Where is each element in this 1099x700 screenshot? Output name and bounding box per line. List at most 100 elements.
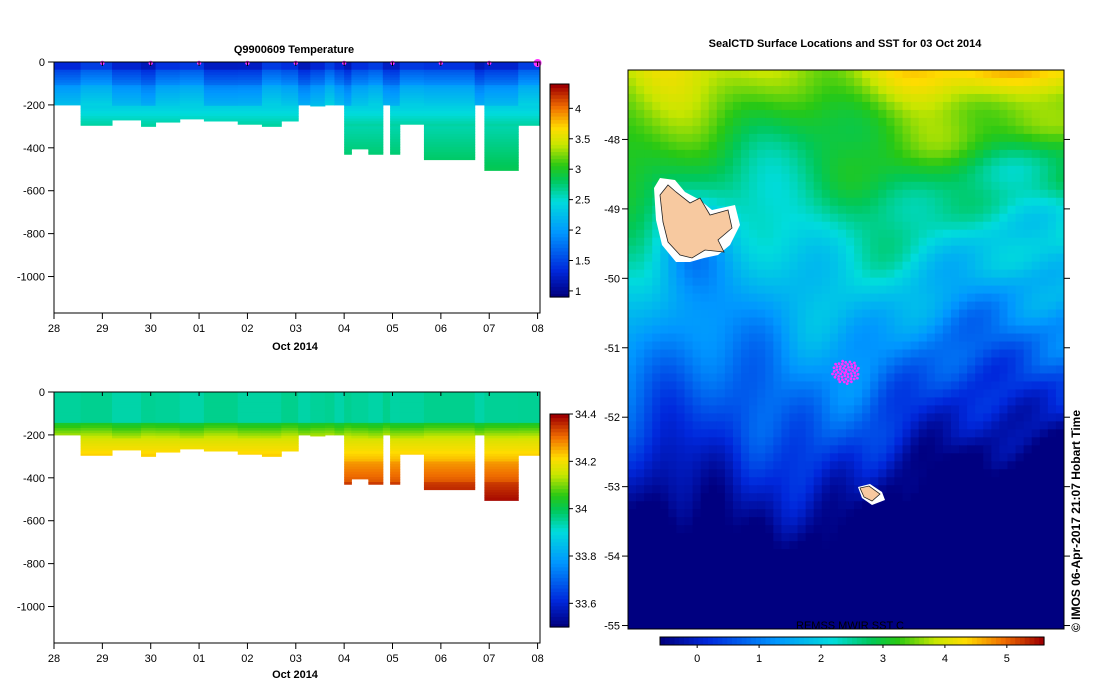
sst-cell bbox=[837, 429, 847, 438]
sst-cell bbox=[724, 525, 734, 534]
colorbar-swatch bbox=[550, 431, 569, 436]
sst-cell bbox=[846, 173, 855, 183]
sst-cell bbox=[644, 389, 653, 399]
profile-cell bbox=[399, 77, 425, 81]
sst-cell bbox=[724, 493, 734, 502]
sst-cell bbox=[813, 325, 823, 335]
profile-cell bbox=[344, 110, 352, 114]
sst-cell bbox=[781, 77, 791, 87]
sst-cell bbox=[636, 109, 645, 119]
sst-cell bbox=[1055, 421, 1064, 430]
profile-cell bbox=[423, 420, 476, 424]
colorbar-swatch bbox=[550, 534, 569, 539]
sst-cell bbox=[983, 285, 992, 295]
profile-cell bbox=[518, 64, 541, 68]
profile-cell bbox=[368, 126, 384, 130]
colorbar-swatch bbox=[550, 108, 569, 113]
colorbar-swatch bbox=[550, 197, 569, 202]
sst-cell bbox=[652, 485, 661, 494]
sst-cell bbox=[1007, 149, 1017, 159]
sst-cell bbox=[942, 341, 952, 351]
x-tick-label: 08 bbox=[531, 323, 543, 335]
sst-cell bbox=[628, 125, 637, 135]
sst-cell bbox=[724, 117, 734, 127]
sst-cell bbox=[652, 157, 661, 167]
sst-cell bbox=[741, 421, 750, 430]
profile-cell bbox=[390, 105, 401, 109]
sst-cell bbox=[773, 317, 782, 327]
sst-cell bbox=[854, 221, 863, 231]
sst-cell bbox=[837, 533, 847, 542]
sst-cell bbox=[1007, 245, 1017, 255]
sst-cell bbox=[854, 461, 863, 470]
sst-cell bbox=[846, 285, 855, 295]
sst-cell bbox=[628, 205, 637, 215]
sst-cell bbox=[934, 101, 944, 111]
profile-cell bbox=[484, 80, 519, 84]
profile-cell bbox=[518, 74, 541, 78]
sst-cell bbox=[708, 501, 718, 510]
profile-cell bbox=[484, 440, 519, 444]
sst-cell bbox=[862, 405, 871, 414]
sst-cell bbox=[773, 197, 782, 207]
sst-cell bbox=[692, 453, 702, 462]
sst-cell bbox=[950, 549, 960, 558]
sst-cell bbox=[692, 117, 702, 127]
sst-cell bbox=[797, 461, 807, 470]
sst-cell bbox=[1039, 493, 1049, 502]
sst-cell bbox=[684, 149, 694, 159]
profile-cell bbox=[80, 417, 113, 421]
sst-cell bbox=[829, 405, 839, 414]
profile-cell bbox=[112, 394, 142, 398]
sst-cell bbox=[878, 189, 887, 199]
sst-cell bbox=[862, 181, 871, 191]
sst-cell bbox=[967, 341, 976, 351]
sst-cell bbox=[999, 557, 1009, 566]
colorbar-frame bbox=[549, 413, 570, 628]
sst-cell bbox=[1015, 349, 1025, 359]
profile-cell bbox=[484, 404, 519, 408]
sst-cell bbox=[749, 133, 758, 143]
profile-cell bbox=[112, 74, 142, 78]
profile-cell bbox=[203, 438, 239, 442]
sst-cell bbox=[975, 421, 984, 430]
colorbar-swatch bbox=[550, 286, 569, 291]
profile-cell bbox=[423, 77, 476, 81]
sst-cell bbox=[781, 309, 791, 319]
sst-cell bbox=[628, 589, 637, 598]
profile-cell bbox=[484, 128, 519, 132]
colorbar-swatch bbox=[550, 456, 569, 461]
profile-cell bbox=[112, 113, 142, 117]
sst-cell bbox=[636, 221, 645, 231]
sst-cell bbox=[813, 541, 823, 550]
sst-cell bbox=[789, 573, 799, 582]
profile-cell bbox=[310, 415, 326, 419]
sst-cell bbox=[975, 173, 984, 183]
sst-cell bbox=[999, 357, 1009, 367]
sst-cell bbox=[1047, 117, 1057, 127]
sst-cell bbox=[829, 413, 839, 422]
sst-cell bbox=[829, 173, 839, 183]
sst-cell bbox=[991, 485, 1000, 494]
sst-cell bbox=[862, 101, 871, 111]
sst-cell bbox=[636, 357, 645, 367]
sst-cell bbox=[636, 541, 645, 550]
sst-cell bbox=[829, 341, 839, 351]
sst-cell bbox=[821, 533, 831, 542]
sst-cell bbox=[789, 557, 799, 566]
profile-cell bbox=[261, 64, 282, 68]
sst-cell bbox=[1023, 437, 1033, 446]
sst-cell bbox=[959, 557, 968, 566]
sst-cell bbox=[732, 85, 742, 95]
sst-cell bbox=[950, 125, 960, 135]
sst-cell bbox=[837, 557, 847, 566]
profile-cell bbox=[390, 87, 401, 91]
sst-cell bbox=[821, 461, 831, 470]
sst-cell bbox=[1055, 461, 1064, 470]
sst-cell bbox=[870, 141, 879, 151]
sst-cell bbox=[902, 509, 912, 518]
sst-cell bbox=[765, 397, 774, 406]
sst-cell bbox=[716, 445, 726, 454]
sst-cell bbox=[926, 197, 936, 207]
sst-cell bbox=[668, 429, 678, 438]
